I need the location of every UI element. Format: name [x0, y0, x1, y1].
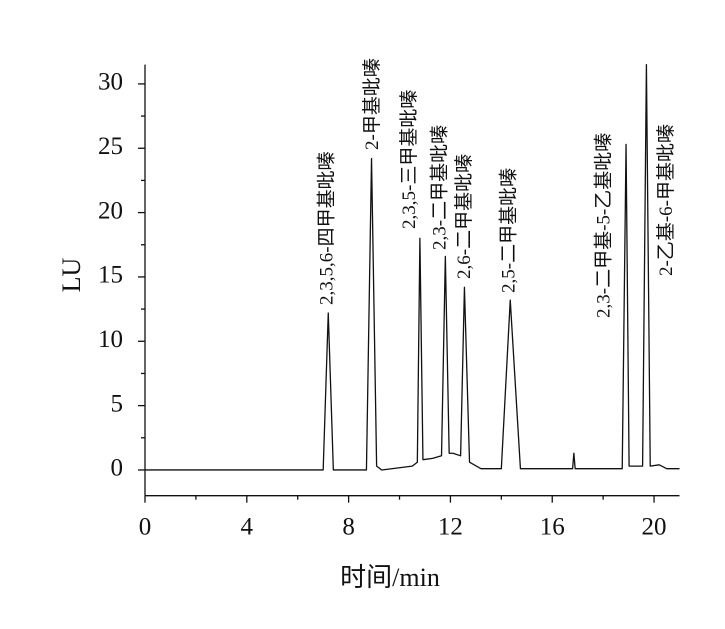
- peak-label: 2,3,5,6-四甲基吡嗪: [316, 151, 338, 305]
- x-tick-label: 0: [139, 513, 152, 540]
- chromatogram-trace: [145, 63, 680, 471]
- y-tick-label: 10: [98, 326, 123, 353]
- peak-label: 2,6-二甲基吡嗪: [453, 154, 475, 279]
- y-tick-label: 25: [98, 133, 123, 160]
- y-axis-title: LU: [57, 257, 86, 292]
- y-tick-label: 15: [98, 262, 123, 289]
- x-tick-label: 8: [342, 513, 355, 540]
- x-tick-label: 20: [642, 513, 667, 540]
- x-tick-label: 12: [438, 513, 463, 540]
- y-tick-label: 0: [111, 455, 124, 482]
- peak-label: 2,5-二甲基吡嗪: [498, 168, 520, 293]
- y-tick-label: 5: [111, 390, 124, 417]
- peak-label: 2,3-二甲基-5-乙基吡嗪: [592, 133, 614, 318]
- peak-label: 2,3-二甲基吡嗪: [429, 125, 451, 250]
- y-tick-label: 30: [98, 69, 123, 96]
- y-tick-label: 20: [98, 197, 123, 224]
- x-axis-title: 时间/min: [340, 563, 440, 592]
- peak-label: 2-乙基-6-甲基吡嗪: [655, 124, 677, 276]
- peak-label: 2-甲基吡嗪: [361, 58, 383, 150]
- x-tick-label: 4: [241, 513, 254, 540]
- x-tick-label: 16: [540, 513, 565, 540]
- peak-label: 2,3,5-三甲基吡嗪: [398, 90, 420, 229]
